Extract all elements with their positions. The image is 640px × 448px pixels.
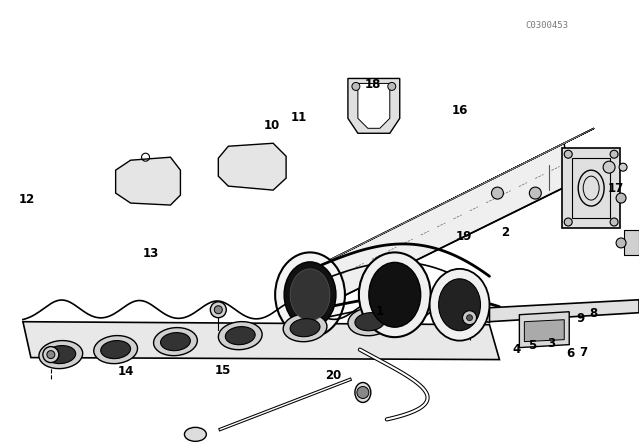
Text: 18: 18 xyxy=(365,78,381,91)
Text: 7: 7 xyxy=(579,346,587,359)
Polygon shape xyxy=(310,128,594,270)
Circle shape xyxy=(43,347,59,362)
Polygon shape xyxy=(310,143,569,310)
Ellipse shape xyxy=(355,313,385,331)
Circle shape xyxy=(529,187,541,199)
Polygon shape xyxy=(624,230,639,255)
Ellipse shape xyxy=(348,308,392,336)
Text: 12: 12 xyxy=(19,193,35,206)
Ellipse shape xyxy=(161,332,190,351)
Ellipse shape xyxy=(290,269,330,321)
Polygon shape xyxy=(23,322,499,360)
Circle shape xyxy=(603,161,615,173)
Ellipse shape xyxy=(225,327,255,345)
Ellipse shape xyxy=(359,252,431,337)
Circle shape xyxy=(463,311,477,325)
Text: 2: 2 xyxy=(501,226,509,239)
Ellipse shape xyxy=(283,314,327,342)
Polygon shape xyxy=(116,157,180,205)
Ellipse shape xyxy=(46,345,76,364)
Circle shape xyxy=(211,302,227,318)
Circle shape xyxy=(214,306,222,314)
Ellipse shape xyxy=(100,340,131,359)
Circle shape xyxy=(492,187,504,199)
Text: 16: 16 xyxy=(452,103,468,116)
Circle shape xyxy=(616,238,626,248)
Ellipse shape xyxy=(284,262,336,327)
Circle shape xyxy=(357,387,369,398)
Ellipse shape xyxy=(93,336,138,364)
Text: 8: 8 xyxy=(589,307,597,320)
Text: 10: 10 xyxy=(264,119,280,132)
Text: 13: 13 xyxy=(143,246,159,259)
Ellipse shape xyxy=(290,319,320,337)
Circle shape xyxy=(564,150,572,158)
Circle shape xyxy=(467,314,472,321)
Ellipse shape xyxy=(429,269,490,340)
Polygon shape xyxy=(490,300,639,322)
Ellipse shape xyxy=(218,322,262,350)
Circle shape xyxy=(564,218,572,226)
Text: 15: 15 xyxy=(215,364,231,377)
Circle shape xyxy=(388,82,396,90)
Ellipse shape xyxy=(438,279,481,331)
Text: 20: 20 xyxy=(324,369,341,382)
Text: 1: 1 xyxy=(375,305,383,318)
Ellipse shape xyxy=(355,383,371,402)
Polygon shape xyxy=(520,312,569,348)
Text: 17: 17 xyxy=(607,182,623,195)
Ellipse shape xyxy=(184,427,206,441)
Circle shape xyxy=(47,351,55,358)
Text: 14: 14 xyxy=(117,365,134,378)
Text: 4: 4 xyxy=(513,343,520,356)
Polygon shape xyxy=(348,78,400,134)
Circle shape xyxy=(352,82,360,90)
Circle shape xyxy=(616,193,626,203)
Circle shape xyxy=(610,218,618,226)
Polygon shape xyxy=(524,320,564,342)
Text: 6: 6 xyxy=(566,347,575,360)
Text: 19: 19 xyxy=(456,230,472,243)
Ellipse shape xyxy=(369,263,420,327)
Ellipse shape xyxy=(154,327,197,356)
Text: 11: 11 xyxy=(291,111,307,124)
Polygon shape xyxy=(358,83,390,128)
Text: 3: 3 xyxy=(547,337,555,350)
Ellipse shape xyxy=(275,252,345,337)
Circle shape xyxy=(619,163,627,171)
Ellipse shape xyxy=(39,340,83,369)
Polygon shape xyxy=(310,128,594,270)
Circle shape xyxy=(610,150,618,158)
Polygon shape xyxy=(563,148,620,228)
Text: 5: 5 xyxy=(529,340,536,353)
Text: 9: 9 xyxy=(576,312,584,325)
Text: C0300453: C0300453 xyxy=(525,21,568,30)
Polygon shape xyxy=(218,143,286,190)
